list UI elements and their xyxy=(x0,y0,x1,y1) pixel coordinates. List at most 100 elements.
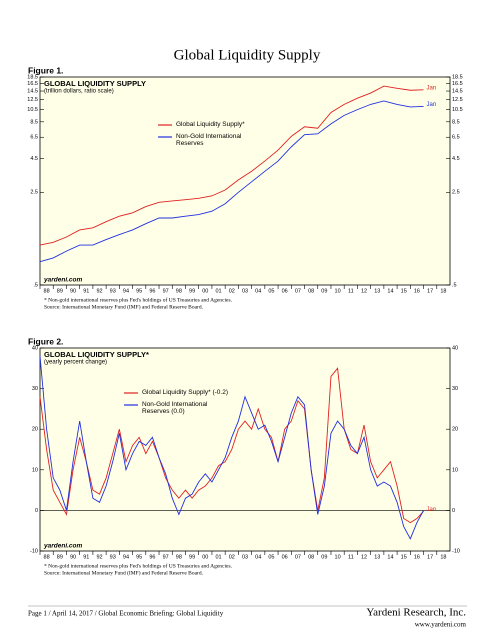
y-tick-label: 8.5 xyxy=(30,119,38,125)
x-tick-label: 95 xyxy=(136,288,142,294)
x-tick-label: 18 xyxy=(440,288,446,294)
x-tick-label: 06 xyxy=(282,288,288,294)
footnote: Source: International Monetary Fund (IMF… xyxy=(44,569,204,576)
y-tick-label-right: 0 xyxy=(452,508,455,514)
y-tick-label: 4.5 xyxy=(30,156,38,162)
y-tick-label: 20 xyxy=(32,427,38,433)
y-tick-label-right: 40 xyxy=(452,345,458,351)
x-tick-label: 13 xyxy=(374,554,380,560)
x-tick-label: 16 xyxy=(414,288,420,294)
x-tick-label: 89 xyxy=(57,288,63,294)
x-tick-label: 89 xyxy=(57,554,63,560)
footnote: Source: International Monetary Fund (IMF… xyxy=(44,303,204,310)
x-tick-label: 94 xyxy=(123,288,129,294)
y-tick-label-right: 30 xyxy=(452,386,458,392)
x-tick-label: 90 xyxy=(70,554,76,560)
x-tick-label: 12 xyxy=(361,288,367,294)
x-tick-label: 04 xyxy=(255,288,261,294)
x-tick-label: 91 xyxy=(83,554,89,560)
y-tick-label-right: 6.5 xyxy=(452,135,460,141)
end-label: Jan xyxy=(427,102,437,108)
x-tick-label: 09 xyxy=(321,288,327,294)
x-tick-label: 17 xyxy=(427,554,433,560)
y-tick-label: 12.5 xyxy=(27,97,38,103)
x-tick-label: 94 xyxy=(123,554,129,560)
watermark: yardeni.com xyxy=(43,277,83,284)
x-tick-label: 97 xyxy=(163,288,169,294)
x-tick-label: 11 xyxy=(348,288,354,294)
series-line xyxy=(39,356,424,540)
chart-title: GLOBAL LIQUIDITY SUPPLY xyxy=(44,79,146,88)
y-tick-label-right: 16.5 xyxy=(452,81,463,87)
x-tick-label: 02 xyxy=(229,554,235,560)
y-tick-label-right: 18.5 xyxy=(452,74,463,80)
legend-label: Non-Gold International Reserves (0.0) xyxy=(142,401,208,415)
x-tick-label: 98 xyxy=(176,288,182,294)
y-tick-label: 14.5 xyxy=(27,88,38,94)
series-line xyxy=(39,367,424,524)
y-tick-label-right: 10.5 xyxy=(452,107,463,113)
x-tick-label: 92 xyxy=(96,288,102,294)
x-tick-label: 99 xyxy=(189,554,195,560)
x-tick-label: 93 xyxy=(110,288,116,294)
figure-label: Figure 2. xyxy=(28,336,63,346)
y-tick-label-right: .5 xyxy=(452,282,457,288)
footer-website: www.yardeni.com xyxy=(415,621,467,629)
x-tick-label: 05 xyxy=(268,288,274,294)
y-tick-label-right: 20 xyxy=(452,427,458,433)
chart-title: GLOBAL LIQUIDITY SUPPLY* xyxy=(44,350,149,359)
legend-label: Non-Gold International Reserves xyxy=(176,133,242,147)
x-tick-label: 93 xyxy=(110,554,116,560)
x-tick-label: 07 xyxy=(295,288,301,294)
y-tick-label: 30 xyxy=(32,386,38,392)
x-tick-label: 01 xyxy=(215,288,221,294)
end-label: Jan xyxy=(427,85,437,91)
x-tick-label: 96 xyxy=(149,288,155,294)
y-tick-label-right: 8.5 xyxy=(452,119,460,125)
x-tick-label: 16 xyxy=(414,554,420,560)
y-tick-label-right: -10 xyxy=(452,548,460,554)
y-tick-label-right: 14.5 xyxy=(452,88,463,94)
y-tick-label: -10 xyxy=(30,548,38,554)
x-tick-label: 97 xyxy=(163,554,169,560)
y-tick-label-right: 4.5 xyxy=(452,156,460,162)
x-tick-label: 00 xyxy=(202,288,208,294)
x-tick-label: 95 xyxy=(136,554,142,560)
y-tick-label-right: 2.5 xyxy=(452,190,460,196)
end-label: Jan xyxy=(427,507,437,513)
chart-subtitle: (yearly percent change) xyxy=(44,360,107,366)
x-tick-label: 88 xyxy=(44,288,50,294)
x-tick-label: 15 xyxy=(401,288,407,294)
footer-page: Page 1 / April 14, 2017 / Global Economi… xyxy=(28,610,224,618)
y-tick-label: 10 xyxy=(32,467,38,473)
x-tick-label: 15 xyxy=(401,554,407,560)
series-line xyxy=(39,85,424,246)
legend-label: Global Liquidity Supply* (-0.2) xyxy=(142,389,228,396)
x-tick-label: 91 xyxy=(83,288,89,294)
x-tick-label: 99 xyxy=(189,288,195,294)
x-tick-label: 92 xyxy=(96,554,102,560)
x-tick-label: 08 xyxy=(308,554,314,560)
x-tick-label: 06 xyxy=(282,554,288,560)
x-tick-label: 01 xyxy=(215,554,221,560)
y-tick-label: 10.5 xyxy=(27,107,38,113)
y-tick-label: 2.5 xyxy=(30,190,38,196)
y-tick-label: 16.5 xyxy=(27,81,38,87)
x-tick-label: 08 xyxy=(308,288,314,294)
x-tick-label: 18 xyxy=(440,554,446,560)
x-tick-label: 14 xyxy=(387,288,393,294)
x-tick-label: 05 xyxy=(268,554,274,560)
x-tick-label: 13 xyxy=(374,288,380,294)
x-tick-label: 09 xyxy=(321,554,327,560)
x-tick-label: 17 xyxy=(427,288,433,294)
figure-label: Figure 1. xyxy=(28,65,63,75)
y-tick-label: 6.5 xyxy=(30,135,38,141)
x-tick-label: 96 xyxy=(149,554,155,560)
legend-label: Global Liquidity Supply* xyxy=(176,121,245,128)
x-tick-label: 14 xyxy=(387,554,393,560)
y-tick-label: .5 xyxy=(33,282,38,288)
x-tick-label: 88 xyxy=(44,554,50,560)
chart-subtitle: (trillion dollars, ratio scale) xyxy=(44,89,114,95)
